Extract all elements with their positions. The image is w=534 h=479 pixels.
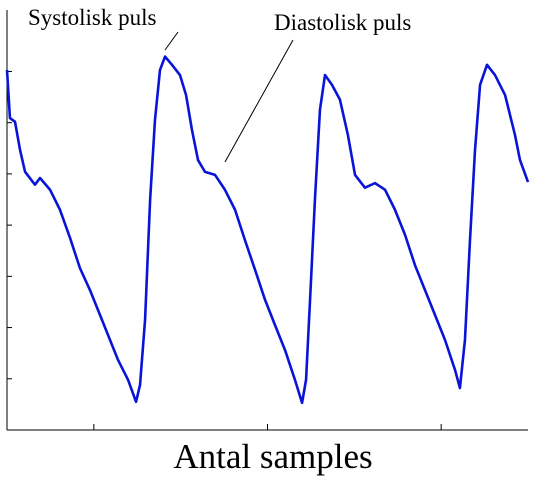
x-axis-label: Antal samples	[173, 437, 372, 476]
line-series	[5, 55, 530, 405]
annotation-pointer	[164, 31, 179, 51]
annotation-pointer	[224, 39, 294, 163]
annotation: Systolisk puls	[28, 5, 157, 30]
annotation: Diastolisk puls	[274, 10, 411, 35]
